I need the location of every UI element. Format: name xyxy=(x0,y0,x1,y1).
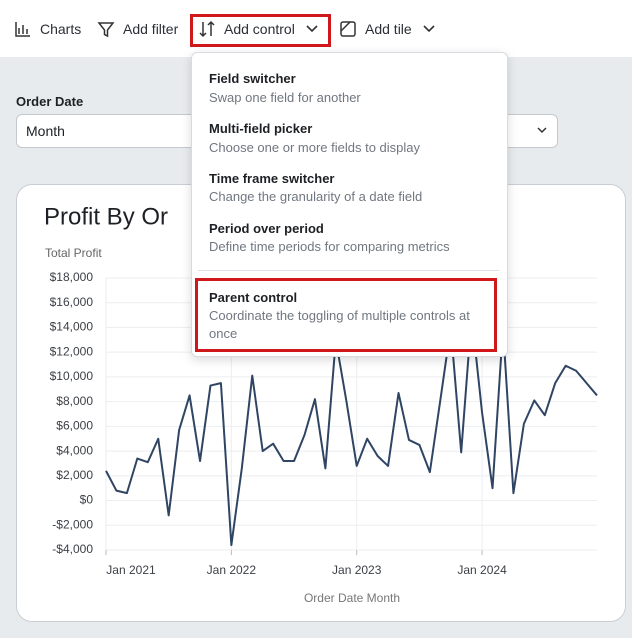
y-tick-label: $12,000 xyxy=(50,344,94,358)
menu-item-title[interactable]: Field switcher xyxy=(209,71,296,86)
chevron xyxy=(306,25,318,33)
y-tick-label: $6,000 xyxy=(56,419,93,433)
menu-item-description: Choose one or more fields to display xyxy=(209,140,421,155)
chart-title: Profit By Or xyxy=(44,203,168,230)
menu-item-description: Change the granularity of a date field xyxy=(209,189,423,204)
filter-icon xyxy=(97,22,115,38)
menu-item-description: Coordinate the toggling of multiple cont… xyxy=(209,308,470,341)
menu-item-title[interactable]: Multi-field picker xyxy=(209,121,313,136)
chevron xyxy=(423,25,435,33)
menu-item-title[interactable]: Time frame switcher xyxy=(209,171,335,186)
y-tick-label: $16,000 xyxy=(50,295,94,309)
x-axis-label: Order Date Month xyxy=(304,591,400,605)
charts-icon xyxy=(15,22,30,37)
chevron xyxy=(537,127,547,134)
filter-label: Order Date xyxy=(16,94,84,109)
highlight-box xyxy=(190,14,331,47)
x-tick-label: Jan 2021 xyxy=(106,563,156,577)
menu-item-description: Define time periods for comparing metric… xyxy=(209,239,450,254)
x-tick-label: Jan 2022 xyxy=(207,563,257,577)
add-control-button[interactable]: Add control xyxy=(224,21,295,37)
x-tick-label: Jan 2023 xyxy=(332,563,382,577)
y-axis-label: Total Profit xyxy=(45,246,102,260)
menu-item-title[interactable]: Parent control xyxy=(209,290,298,305)
separator xyxy=(198,270,499,271)
y-tick-label: $14,000 xyxy=(50,320,94,334)
y-tick-label: $18,000 xyxy=(50,270,94,284)
menu-item-title[interactable]: Period over period xyxy=(209,221,324,236)
toolbar: Charts Add filter Add control Add tile xyxy=(0,0,632,57)
line xyxy=(105,314,598,547)
dropdown-menu: Field switcher Swap one field for anothe… xyxy=(191,52,508,357)
y-tick-label: $4,000 xyxy=(56,443,93,457)
control-icon xyxy=(199,20,215,38)
charts-button[interactable]: Charts xyxy=(40,21,82,37)
y-tick-label: $0 xyxy=(80,493,94,507)
highlight-box xyxy=(195,278,497,352)
filter-value: Month xyxy=(26,123,65,139)
y-tick-label: -$2,000 xyxy=(52,517,93,531)
y-tick-label: $10,000 xyxy=(50,369,94,383)
add-filter-button[interactable]: Add filter xyxy=(123,21,179,37)
menu-item-description: Swap one field for another xyxy=(209,90,361,105)
y-tick-label: -$4,000 xyxy=(52,542,93,556)
x-tick-label: Jan 2024 xyxy=(457,563,507,577)
y-tick-label: $2,000 xyxy=(56,468,93,482)
add-tile-button[interactable]: Add tile xyxy=(365,21,412,37)
y-tick-label: $8,000 xyxy=(56,394,93,408)
tile-icon xyxy=(340,21,356,37)
